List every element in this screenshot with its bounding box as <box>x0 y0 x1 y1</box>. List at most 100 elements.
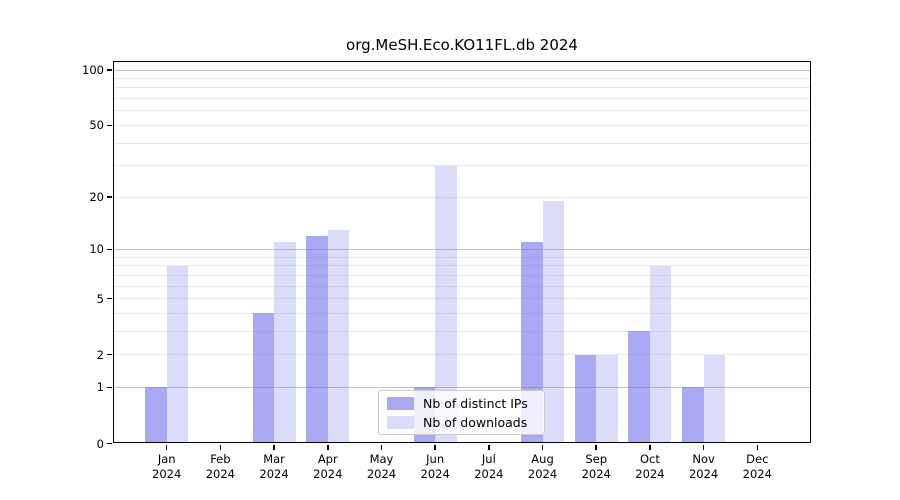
x-tick-label-month: Feb <box>210 451 231 466</box>
gridline-minor <box>113 330 811 332</box>
gridline-minor <box>113 312 811 314</box>
gridline-minor <box>113 274 811 276</box>
x-tick-label-year: 2024 <box>688 467 719 481</box>
legend-entry-distinct-ips: Nb of distinct IPs <box>387 396 536 411</box>
gridline-minor <box>113 265 811 267</box>
x-tick-label-year: 2024 <box>313 467 343 481</box>
x-tick-mark <box>756 444 759 450</box>
y-tick-mark <box>107 69 112 71</box>
x-tick-label-month: Oct <box>639 451 660 466</box>
x-tick-label-month: Sep <box>585 451 608 466</box>
x-tick-label-year: 2024 <box>581 467 611 481</box>
bar-downloads-Jun <box>435 165 457 443</box>
x-tick-label: Aug 2024 <box>511 452 575 483</box>
legend-swatch-downloads <box>387 415 414 429</box>
x-tick-label: Sep 2024 <box>564 452 628 483</box>
x-tick-label-year: 2024 <box>205 467 236 481</box>
gridline-minor <box>113 142 811 144</box>
x-tick-mark <box>434 444 436 450</box>
x-tick-mark <box>165 444 168 450</box>
x-tick-label-year: 2024 <box>742 467 772 481</box>
y-tick-label: 20 <box>89 190 104 205</box>
bar-distinct-ips-Oct <box>628 331 650 443</box>
x-tick-mark <box>380 444 383 450</box>
x-tick-label-year: 2024 <box>635 467 665 481</box>
x-tick-label-month: May <box>369 451 394 466</box>
x-tick-label-year: 2024 <box>420 467 450 481</box>
gridline-minor <box>113 124 811 126</box>
x-tick-label-year: 2024 <box>259 467 289 481</box>
x-tick-mark <box>649 444 651 450</box>
x-tick-mark <box>219 444 222 450</box>
y-tick-mark <box>107 196 112 198</box>
x-tick-label-month: Nov <box>692 451 715 466</box>
y-tick-label: 5 <box>96 291 104 306</box>
bar-distinct-ips-Nov <box>682 387 704 443</box>
bar-downloads-Mar <box>274 242 296 443</box>
y-tick-label: 50 <box>89 118 104 133</box>
x-tick-label-year: 2024 <box>366 467 397 481</box>
x-tick-label: Jan 2024 <box>135 452 199 483</box>
y-tick-mark <box>107 124 112 127</box>
x-tick-mark <box>273 444 275 450</box>
gridline-minor <box>113 354 811 356</box>
x-tick-label-year: 2024 <box>474 467 504 481</box>
x-tick-label: Feb 2024 <box>188 452 252 483</box>
bar-distinct-ips-Mar <box>252 313 275 443</box>
gridline-minor <box>113 87 811 89</box>
y-tick-mark <box>107 248 112 251</box>
y-tick-mark <box>107 442 112 445</box>
x-tick-label-month: Jan <box>157 451 176 466</box>
y-tick-label: 100 <box>82 63 104 78</box>
bar-downloads-Nov <box>703 354 726 443</box>
x-tick-label-year: 2024 <box>152 467 182 481</box>
gridline-major <box>113 248 811 250</box>
bar-downloads-Oct <box>649 265 672 443</box>
x-tick-label-month: Jun <box>426 451 445 466</box>
x-tick-label-month: Jul <box>481 451 496 466</box>
bar-distinct-ips-Sep <box>574 354 597 443</box>
legend: Nb of distinct IPs Nb of downloads <box>378 390 545 435</box>
x-tick-mark <box>702 444 705 450</box>
bar-distinct-ips-Jan <box>145 387 167 443</box>
gridline-minor <box>113 110 811 112</box>
gridline-minor <box>113 285 811 287</box>
y-tick-mark <box>107 297 112 300</box>
x-tick-label: Jun 2024 <box>403 452 467 483</box>
x-tick-label: Jul 2024 <box>457 452 521 483</box>
gridline-major <box>113 386 811 388</box>
gridline-major <box>113 69 811 71</box>
x-tick-label: Oct 2024 <box>618 452 682 483</box>
y-tick-label: 10 <box>89 242 104 257</box>
y-tick-mark <box>107 353 112 356</box>
x-tick-label-month: Dec <box>746 451 769 466</box>
gridline-minor <box>113 196 811 198</box>
x-tick-label: Dec 2024 <box>725 452 789 483</box>
bar-downloads-Sep <box>596 354 618 443</box>
x-tick-label-month: Mar <box>263 451 285 466</box>
x-tick-label: Apr 2024 <box>296 452 360 483</box>
bar-downloads-Aug <box>542 201 565 443</box>
y-tick-label: 2 <box>96 347 104 362</box>
x-tick-label: Mar 2024 <box>242 452 306 483</box>
x-tick-label: May 2024 <box>349 452 413 483</box>
bar-distinct-ips-Apr <box>306 235 328 443</box>
legend-entry-downloads: Nb of downloads <box>387 415 536 430</box>
x-tick-mark <box>327 444 329 450</box>
x-tick-label-year: 2024 <box>527 467 558 481</box>
y-tick-mark <box>107 386 112 389</box>
bar-downloads-Jan <box>166 265 189 443</box>
x-tick-label-month: Apr <box>317 451 338 466</box>
x-tick-label: Nov 2024 <box>672 452 736 483</box>
gridline-minor <box>113 165 811 167</box>
y-tick-label: 1 <box>96 380 104 395</box>
gridline-minor <box>113 256 811 258</box>
legend-label-downloads: Nb of downloads <box>423 414 528 430</box>
y-tick-label: 0 <box>96 436 104 451</box>
x-tick-label-month: Aug <box>531 451 554 466</box>
x-tick-mark <box>595 444 597 450</box>
chart-title: org.MeSH.Eco.KO11FL.db 2024 <box>346 36 578 54</box>
legend-swatch-distinct-ips <box>387 396 414 410</box>
legend-label-distinct-ips: Nb of distinct IPs <box>423 395 528 411</box>
